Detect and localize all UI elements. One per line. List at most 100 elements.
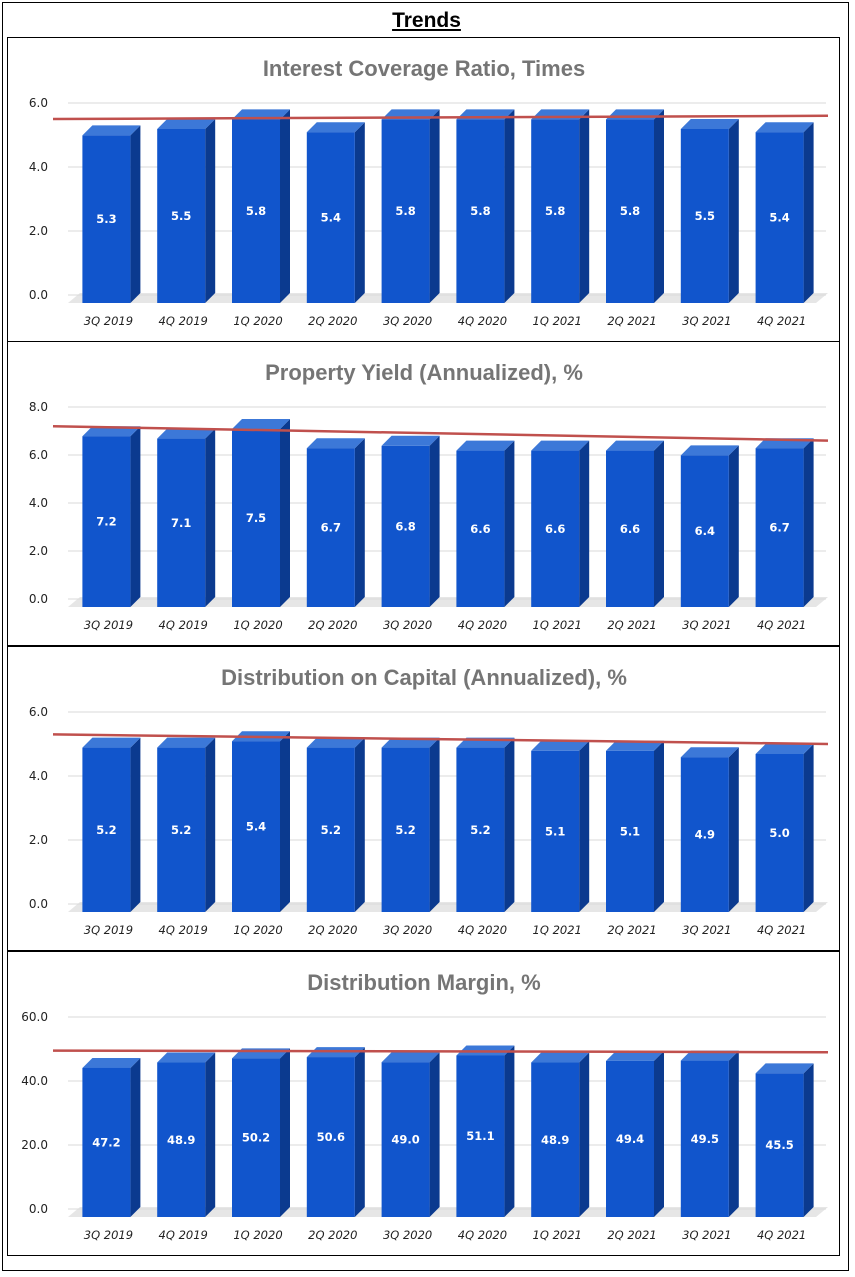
data-label: 5.2	[321, 823, 341, 837]
y-tick-label: 8.0	[29, 400, 48, 414]
bar	[606, 109, 664, 304]
data-label: 5.5	[171, 209, 191, 223]
data-label: 5.4	[769, 211, 789, 225]
bar-side	[579, 740, 590, 912]
x-tick-label: 3Q 2019	[84, 1228, 133, 1242]
bar-side	[130, 1057, 141, 1217]
x-tick-label: 1Q 2021	[533, 1228, 582, 1242]
x-tick-label: 3Q 2020	[383, 923, 432, 937]
trend-line	[52, 424, 829, 442]
bar-side	[579, 440, 590, 607]
data-label: 7.2	[96, 515, 116, 529]
y-tick-label: 4.0	[29, 496, 48, 510]
bar-front	[381, 119, 430, 304]
bar-top	[82, 737, 141, 748]
y-tick-label: 40.0	[21, 1074, 48, 1088]
bar-front	[456, 747, 505, 912]
data-label: 48.9	[541, 1133, 569, 1147]
y-tick-label: 6.0	[29, 96, 48, 110]
x-tick-label: 1Q 2020	[233, 314, 282, 328]
bar	[157, 428, 216, 607]
bar	[82, 426, 141, 607]
bar-front	[606, 119, 654, 304]
chart-property-yield: Property Yield (Annualized), % 0.0 2.0 4.0 6…	[29, 360, 829, 632]
bar	[680, 445, 739, 607]
bar-front	[381, 445, 430, 607]
bar	[381, 109, 440, 304]
data-label: 49.0	[391, 1133, 419, 1147]
bar	[381, 435, 440, 607]
trend-line	[52, 114, 829, 121]
bar-side	[280, 419, 290, 607]
bar-top	[680, 747, 739, 758]
x-tick-label: 4Q 2021	[757, 618, 806, 632]
x-tick-label: 1Q 2020	[233, 1228, 282, 1242]
x-tick-label: 2Q 2020	[308, 314, 357, 328]
bar-side	[354, 1047, 365, 1217]
bar-front	[531, 1062, 580, 1217]
x-tick-label: 3Q 2019	[84, 314, 133, 328]
bar	[755, 122, 814, 303]
data-label: 49.4	[616, 1132, 644, 1146]
x-tick-label: 4Q 2020	[458, 923, 507, 937]
bar-front	[82, 747, 131, 912]
x-tick-label: 1Q 2021	[533, 923, 582, 937]
bar-side	[280, 731, 290, 912]
data-label: 50.6	[317, 1130, 345, 1144]
x-tick-label: 1Q 2020	[233, 923, 282, 937]
data-label: 6.7	[321, 521, 341, 535]
data-label: 4.9	[695, 828, 715, 842]
data-label: 5.8	[246, 204, 266, 218]
chart-title: Distribution on Capital (Annualized), %	[221, 665, 627, 690]
bar-side	[504, 1045, 515, 1217]
data-label: 5.2	[470, 823, 490, 837]
bar-front	[157, 747, 206, 912]
bar-front	[680, 1060, 729, 1217]
bar-side	[205, 1052, 216, 1217]
bar-front	[456, 450, 505, 607]
x-tick-label: 4Q 2019	[159, 618, 208, 632]
bar	[755, 744, 814, 912]
x-tick-label: 4Q 2021	[757, 314, 806, 328]
bar-side	[429, 435, 440, 607]
bar-side	[504, 737, 515, 912]
bar	[306, 737, 365, 912]
bar-front	[680, 129, 729, 303]
bar-side	[354, 737, 365, 912]
chart-panel-property-yield: Property Yield (Annualized), % 0.0 2.0 4.0 6…	[7, 341, 840, 646]
x-tick-label: 4Q 2020	[458, 1228, 507, 1242]
bar-top	[680, 445, 739, 456]
bar-front	[157, 438, 206, 607]
data-label: 6.6	[620, 522, 640, 536]
bar-top	[606, 440, 664, 451]
bar-side	[205, 119, 216, 303]
bar-side	[130, 125, 141, 304]
bar	[755, 438, 814, 607]
bar-front	[381, 747, 430, 912]
data-label: 47.2	[92, 1135, 120, 1149]
x-tick-label: 3Q 2020	[383, 314, 432, 328]
y-tick-label: 6.0	[29, 448, 48, 462]
chart-distribution-on-capital: Distribution on Capital (Annualized), % 0…	[29, 665, 829, 937]
bar-side	[429, 1052, 440, 1217]
bar-top	[306, 122, 365, 133]
bar	[157, 1052, 216, 1217]
bar-front	[531, 119, 580, 304]
x-tick-label: 3Q 2021	[682, 314, 731, 328]
data-label: 5.3	[96, 212, 116, 226]
bar-side	[654, 740, 664, 912]
data-label: 5.8	[620, 204, 640, 218]
bar-front	[680, 455, 729, 607]
bar-side	[579, 109, 590, 304]
bar-side	[654, 109, 664, 304]
y-tick-label: 20.0	[21, 1138, 48, 1152]
bar-front	[381, 1062, 430, 1217]
data-label: 5.0	[769, 826, 789, 840]
bar-top	[531, 740, 590, 751]
trend-line	[52, 733, 829, 746]
bar-side	[130, 737, 141, 912]
x-tick-label: 3Q 2021	[682, 1228, 731, 1242]
x-tick-label: 2Q 2020	[308, 618, 357, 632]
bar	[606, 740, 664, 912]
